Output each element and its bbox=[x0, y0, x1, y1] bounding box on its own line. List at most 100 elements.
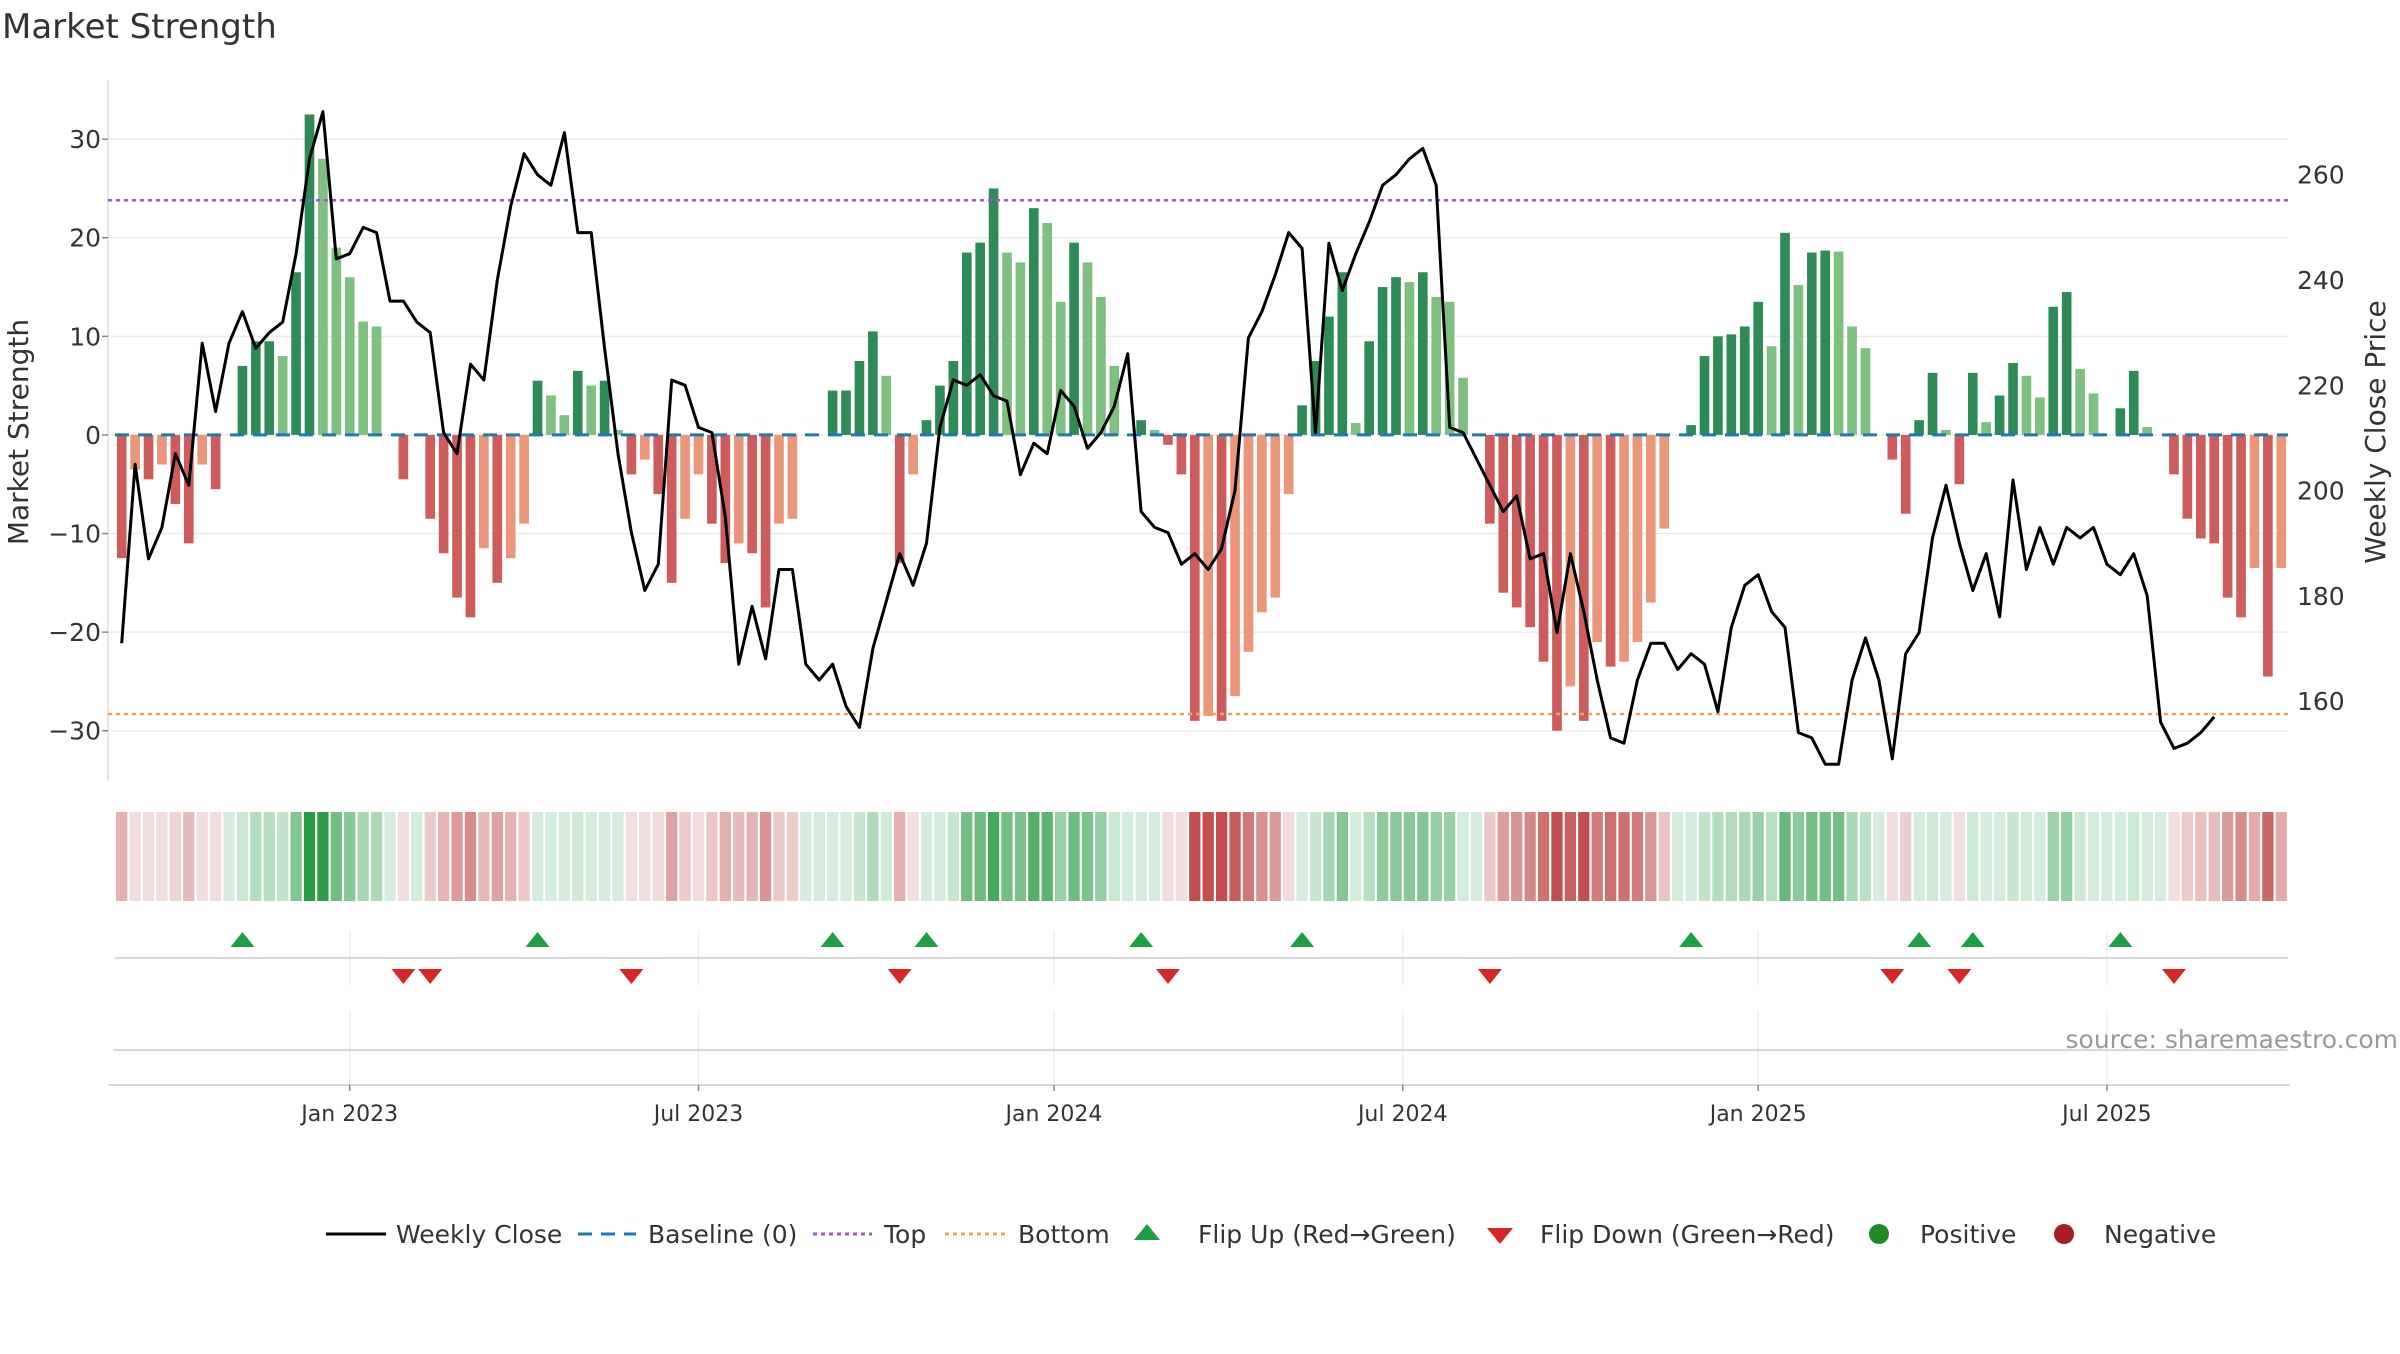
strength-bar bbox=[626, 434, 637, 475]
strength-bar bbox=[693, 434, 704, 475]
strip-cell bbox=[1148, 812, 1161, 901]
strength-bar bbox=[1283, 434, 1294, 495]
right-axis-ticks: 260 240 220 200 180 160 bbox=[2297, 161, 2345, 716]
strength-bar bbox=[975, 242, 986, 435]
flip-down-marker bbox=[2161, 969, 2186, 984]
strength-bar bbox=[961, 252, 972, 435]
strength-bar bbox=[572, 370, 583, 435]
strip-cell bbox=[1752, 812, 1764, 901]
strip-cell bbox=[1967, 812, 1979, 901]
strength-bar bbox=[1726, 334, 1737, 435]
strength-bar bbox=[264, 341, 275, 435]
strength-bar bbox=[2048, 306, 2059, 435]
strip-cell bbox=[2034, 812, 2046, 901]
strength-bar bbox=[2008, 362, 2018, 435]
strip-cell bbox=[2181, 812, 2194, 901]
left-tick-label: 0 bbox=[85, 421, 101, 450]
strength-bar bbox=[613, 430, 623, 435]
strip-cell bbox=[1189, 812, 1201, 901]
strength-bar bbox=[2222, 434, 2233, 598]
legend-baseline-label: Baseline (0) bbox=[648, 1220, 797, 1249]
legend-bottom-label: Bottom bbox=[1018, 1220, 1110, 1249]
strip-cell bbox=[2222, 812, 2234, 901]
strength-bar bbox=[559, 415, 570, 435]
strength-bar bbox=[1216, 434, 1227, 721]
strength-bar bbox=[680, 434, 690, 519]
right-tick-label: 180 bbox=[2297, 582, 2345, 611]
strip-cell bbox=[1859, 812, 1872, 901]
strength-bar bbox=[1324, 316, 1334, 435]
strength-bar bbox=[1458, 377, 1468, 435]
strip-cell bbox=[277, 812, 289, 901]
strip-cell bbox=[1444, 812, 1456, 901]
strength-bar bbox=[2209, 434, 2220, 544]
empty-panel bbox=[108, 1049, 2290, 1086]
strip-cell bbox=[183, 812, 195, 901]
flip-down-marker bbox=[1477, 969, 1502, 984]
strip-cell bbox=[156, 812, 168, 901]
legend-flip-down: Flip Down (Green→Red) bbox=[1487, 1220, 1835, 1249]
strip-cell bbox=[397, 812, 410, 901]
flip-down-marker bbox=[1947, 969, 1972, 984]
strip-cell bbox=[2007, 812, 2019, 901]
x-tick-label: Jan 2025 bbox=[1708, 1102, 1807, 1127]
strength-bar bbox=[1766, 346, 1777, 435]
strength-bar bbox=[425, 434, 436, 519]
strength-bar bbox=[1310, 360, 1321, 435]
strip-cell bbox=[746, 812, 758, 901]
strip-cell bbox=[1524, 812, 1536, 901]
strength-bar bbox=[1847, 326, 1857, 435]
legend-bottom: Bottom bbox=[945, 1220, 1110, 1249]
strip-cell bbox=[370, 812, 383, 901]
right-tick-label: 240 bbox=[2297, 266, 2345, 295]
strip-cell bbox=[1940, 812, 1952, 901]
strength-bar bbox=[532, 380, 543, 435]
strip-cell bbox=[2195, 812, 2207, 901]
strip-cell bbox=[1551, 812, 1563, 901]
strength-bar bbox=[1297, 405, 1307, 435]
strength-bar bbox=[827, 390, 838, 435]
x-tick-label: Jul 2023 bbox=[652, 1102, 744, 1127]
strip-cell bbox=[800, 812, 812, 901]
strength-bar bbox=[1230, 434, 1240, 697]
strength-bar bbox=[2088, 393, 2099, 435]
strip-cell bbox=[169, 812, 181, 901]
strip-cell bbox=[1578, 812, 1590, 901]
strip-cell bbox=[2114, 812, 2126, 901]
strip-cell bbox=[357, 812, 369, 901]
strip-cell bbox=[934, 812, 946, 901]
strip-cell bbox=[518, 812, 530, 901]
flip-down-marker bbox=[887, 969, 912, 984]
strength-bar bbox=[2182, 434, 2193, 519]
x-tick-label: Jan 2023 bbox=[299, 1102, 398, 1127]
strength-bar bbox=[868, 331, 878, 435]
x-tick-label: Jul 2025 bbox=[2060, 1102, 2152, 1127]
strip-cell bbox=[1712, 812, 1724, 901]
strip-cell bbox=[1497, 812, 1509, 901]
strength-bar bbox=[1176, 434, 1187, 475]
strength-bar bbox=[1525, 434, 1535, 628]
strength-bar bbox=[1417, 272, 1428, 435]
strength-bar bbox=[1659, 434, 1670, 529]
legend-flip-up-label: Flip Up (Red→Green) bbox=[1198, 1220, 1456, 1249]
strip-cell bbox=[2154, 812, 2167, 901]
strength-bar bbox=[2021, 375, 2032, 435]
right-tick-label: 220 bbox=[2297, 371, 2345, 400]
strip-cell bbox=[947, 812, 959, 901]
strip-cell bbox=[894, 812, 906, 901]
weekly-close-series bbox=[120, 110, 2216, 766]
legend-negative: Negative bbox=[2054, 1220, 2216, 1249]
strength-bar bbox=[1511, 434, 1522, 608]
strength-bar bbox=[2061, 291, 2072, 435]
strip-cell bbox=[464, 812, 477, 901]
strip-cell bbox=[1725, 812, 1737, 901]
strength-bar bbox=[1833, 251, 1844, 435]
strength-bar bbox=[2195, 434, 2206, 539]
strip-cell bbox=[1658, 812, 1670, 901]
strip-cell bbox=[2087, 812, 2100, 901]
strip-cell bbox=[1229, 812, 1241, 901]
strip-cell bbox=[1296, 812, 1308, 901]
strip-cell bbox=[1792, 812, 1805, 901]
strip-cell bbox=[1028, 812, 1040, 901]
strength-bar bbox=[1981, 422, 1992, 435]
